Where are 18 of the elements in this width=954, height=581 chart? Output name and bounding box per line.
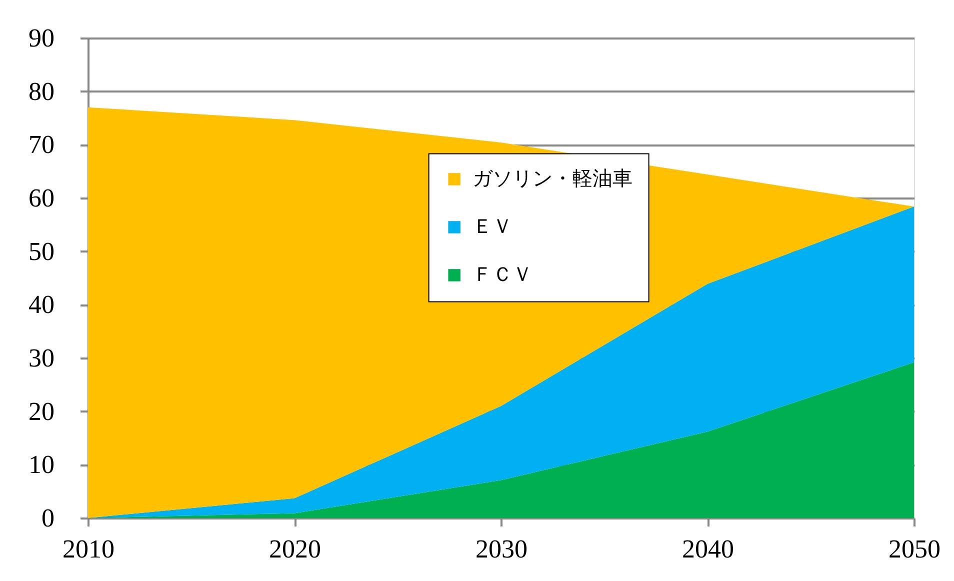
x-tick-label: 2030 (476, 534, 528, 564)
legend-label: ＦＣＶ (472, 264, 532, 286)
y-tick-label: 10 (28, 450, 54, 480)
y-tick-label: 70 (28, 130, 54, 160)
y-tick-label: 80 (28, 76, 54, 106)
x-tick-label: 2020 (269, 534, 321, 564)
x-tick-label: 2010 (62, 534, 114, 564)
y-tick-label: 30 (28, 344, 54, 372)
y-tick-label: 90 (28, 24, 54, 52)
y-tick-label: 60 (28, 184, 54, 212)
legend-label: ガソリン・軽油車 (472, 168, 632, 190)
x-tick-label: 2040 (682, 534, 734, 564)
y-tick-label: 0 (42, 504, 54, 532)
y-tick-label: 20 (28, 396, 54, 426)
x-tick-label: 2050 (888, 534, 940, 564)
y-tick-label: 50 (28, 236, 54, 266)
y-tick-label: 40 (28, 290, 54, 320)
legend-label: ＥＶ (472, 216, 512, 238)
